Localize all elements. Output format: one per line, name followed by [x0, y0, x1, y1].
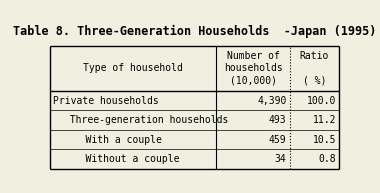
Text: Three-generation households: Three-generation households	[58, 115, 228, 125]
Text: 34: 34	[275, 154, 287, 164]
Text: Type of household: Type of household	[84, 63, 184, 74]
Text: Table 8. Three-Generation Households  -Japan (1995): Table 8. Three-Generation Households -Ja…	[13, 25, 377, 38]
Text: 459: 459	[269, 135, 287, 145]
Text: 0.8: 0.8	[318, 154, 336, 164]
Text: Private households: Private households	[53, 96, 159, 106]
Text: 10.5: 10.5	[313, 135, 336, 145]
Text: Ratio

( %): Ratio ( %)	[300, 51, 329, 86]
Bar	[51, 46, 339, 169]
Text: Without a couple: Without a couple	[62, 154, 180, 164]
Text: Number of
households
(10,000): Number of households (10,000)	[224, 51, 283, 86]
Text: With a couple: With a couple	[62, 135, 162, 145]
Text: 11.2: 11.2	[313, 115, 336, 125]
Text: 100.0: 100.0	[307, 96, 336, 106]
Text: 4,390: 4,390	[257, 96, 287, 106]
Text: 493: 493	[269, 115, 287, 125]
